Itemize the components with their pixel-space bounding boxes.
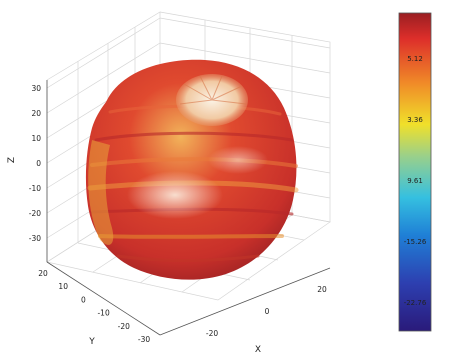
z-tick-label: 0 [36, 159, 41, 168]
sphere-left-shade [88, 140, 114, 245]
colorbar-gradient [398, 12, 432, 332]
y-tick-label: 20 [38, 269, 48, 278]
z-tick-label: 30 [31, 84, 41, 93]
z-tick-label: -30 [29, 234, 41, 243]
z-axis-ticks: 30 20 10 0 -10 -20 -30 [29, 84, 41, 243]
z-axis-label: Z [7, 157, 17, 163]
y-tick-label: 0 [81, 295, 86, 304]
x-tick-label: 20 [317, 285, 327, 294]
x-axis-ticks: -20 0 20 [206, 285, 327, 338]
colorbar-tick-label: -22.76 [404, 299, 427, 307]
y-axis-ticks: 20 10 0 -10 -20 -30 [38, 269, 150, 344]
colorbar-tick-label: 3.36 [407, 116, 423, 124]
colorbar-tick-label: 9.61 [407, 177, 423, 185]
sphere-highlight [127, 171, 223, 219]
z-tick-label: 20 [31, 109, 41, 118]
y-axis-label: Y [88, 337, 95, 347]
colorbar-tick-label: 5.12 [407, 55, 423, 63]
cap-rays [179, 75, 247, 105]
axis-lines [46, 80, 331, 336]
y-tick-label: -20 [118, 322, 130, 331]
y-tick-label: -30 [138, 335, 150, 344]
colorbar-ticks: 5.12 3.36 9.61 -15.26 -22.76 [404, 55, 427, 307]
z-tick-label: -20 [29, 209, 41, 218]
x-axis-label: X [255, 345, 261, 355]
sphere-surface [85, 59, 299, 280]
x-tick-label: 0 [265, 307, 270, 316]
y-tick-label: 10 [58, 282, 68, 291]
y-tick-label: -10 [97, 309, 109, 318]
colorbar-tick-label: -15.26 [404, 238, 427, 246]
x-tick-label: -20 [206, 329, 218, 338]
z-tick-label: -10 [29, 184, 41, 193]
sphere-body [85, 59, 297, 280]
colorbar: 5.12 3.36 9.61 -15.26 -22.76 [398, 12, 432, 332]
z-tick-label: 10 [31, 134, 41, 143]
